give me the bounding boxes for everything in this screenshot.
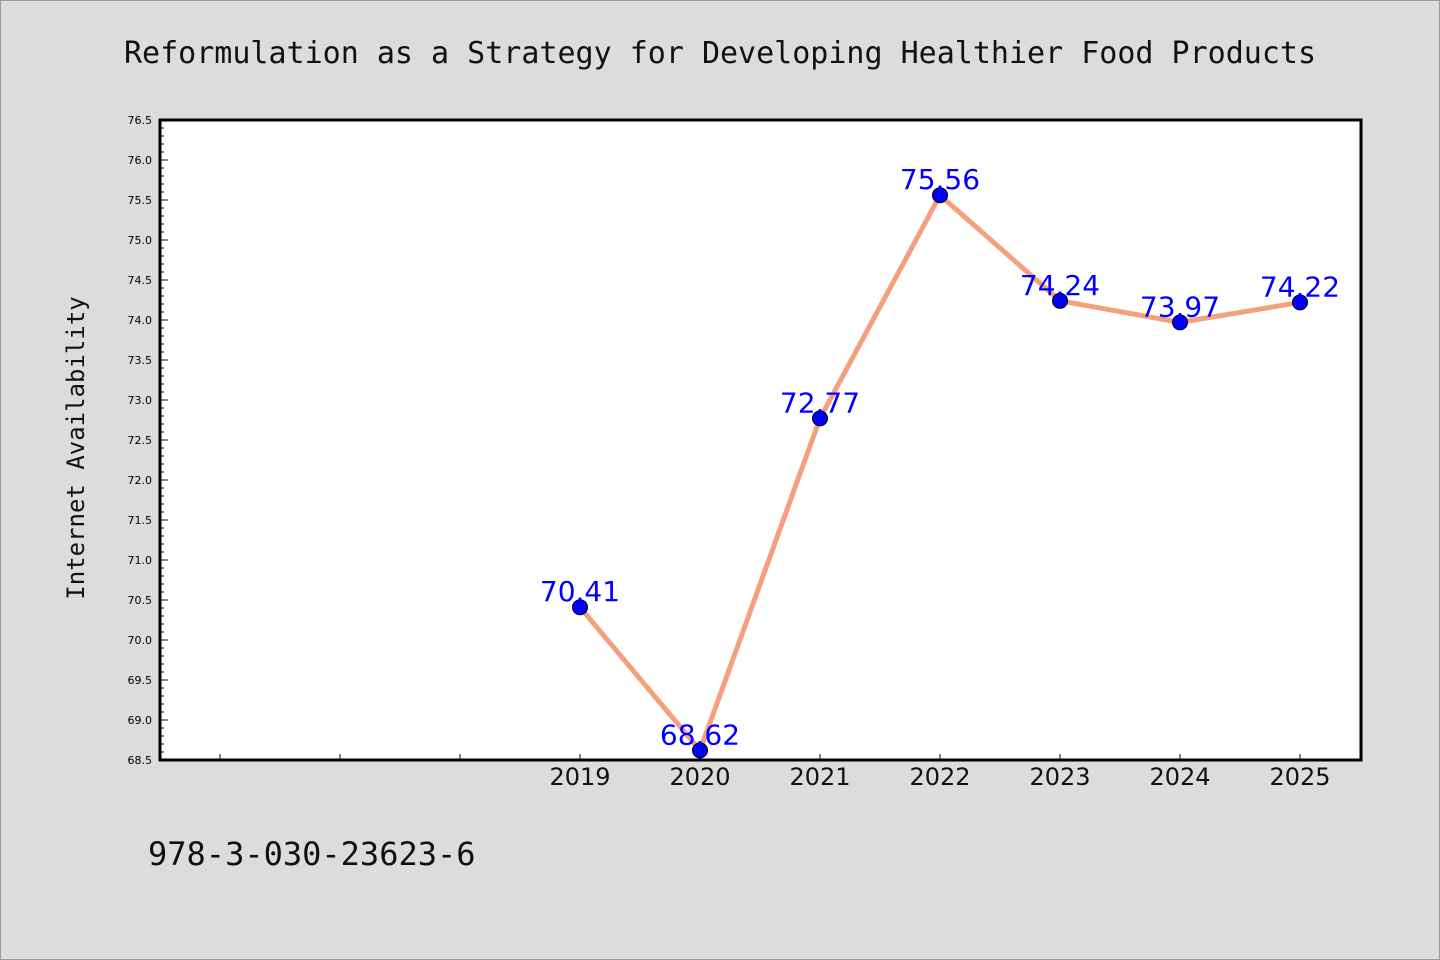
- y-tick-label: 75.5: [128, 194, 153, 207]
- x-tick-label: 2022: [909, 763, 970, 791]
- y-tick-label: 72.5: [128, 434, 153, 447]
- y-tick-label: 74.5: [128, 274, 153, 287]
- y-tick-label: 68.5: [128, 754, 153, 767]
- data-point: [1052, 292, 1068, 309]
- y-tick-label: 71.5: [128, 514, 153, 527]
- x-tick-label: 2021: [789, 763, 850, 791]
- y-tick-label: 74.0: [128, 314, 153, 327]
- y-axis-ticks: 68.5 69.0 69.5 70.0 70.5 71.0 71.5 72.0 72.5 73.0…: [128, 114, 168, 767]
- y-tick-label: 75.0: [128, 234, 153, 247]
- y-tick-label: 73.0: [128, 394, 153, 407]
- y-axis-label: Internet Availability: [62, 296, 90, 599]
- plot-border: [158, 118, 1363, 762]
- data-label: 73.97: [1140, 290, 1220, 323]
- data-label: 72.77: [780, 386, 860, 419]
- series-layer: 70.41 68.62 72.77 75.56 74.24 73.97 74.22: [540, 163, 1340, 759]
- y-tick-label: 70.0: [128, 634, 153, 647]
- chart-title: Reformulation as a Strategy for Developi…: [124, 36, 1316, 71]
- data-point: [572, 599, 588, 616]
- y-tick-label: 76.0: [128, 154, 153, 167]
- x-tick-label: 2023: [1029, 763, 1090, 791]
- y-tick-label: 73.5: [128, 354, 153, 367]
- y-tick-label: 69.5: [128, 674, 153, 687]
- x-tick-label: 2019: [549, 763, 610, 791]
- data-point: [1172, 314, 1188, 331]
- y-tick-label: 70.5: [128, 594, 153, 607]
- data-point: [932, 187, 948, 204]
- data-label: 75.56: [900, 163, 980, 196]
- data-point: [692, 742, 708, 759]
- data-label: 70.41: [540, 575, 620, 608]
- x-tick-label: 2020: [669, 763, 730, 791]
- x-tick-label: 2025: [1269, 763, 1330, 791]
- data-point: [812, 410, 828, 427]
- y-tick-label: 69.0: [128, 714, 153, 727]
- y-tick-label: 76.5: [128, 114, 153, 127]
- y-tick-label: 72.0: [128, 474, 153, 487]
- y-tick-label: 71.0: [128, 554, 153, 567]
- isbn-footnote: 978-3-030-23623-6: [148, 835, 476, 873]
- data-label: 74.24: [1020, 269, 1100, 302]
- data-point: [1292, 294, 1308, 311]
- x-tick-label: 2024: [1149, 763, 1210, 791]
- plot-area: [160, 120, 1361, 760]
- data-label: 74.22: [1260, 270, 1340, 303]
- data-label: 68.62: [660, 718, 740, 751]
